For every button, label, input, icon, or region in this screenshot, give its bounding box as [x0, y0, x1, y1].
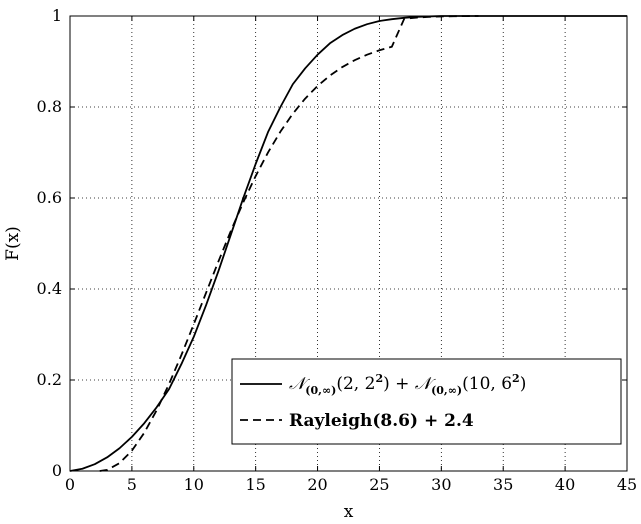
legend-box: [231, 358, 622, 445]
x-axis-label: x: [344, 502, 354, 522]
x-tick-label: 5: [127, 475, 137, 494]
legend-mixture-sub-2: (0,∞): [431, 384, 462, 397]
x-tick-label: 0: [65, 475, 75, 494]
x-tick-label: 20: [307, 475, 327, 494]
series-line-mixture: [69, 15, 627, 472]
y-tick-labels: 0 0.2 0.4 0.6 0.8 1: [37, 6, 62, 480]
x-tick-labels: 0 5 10 15 20 25 30 35 40 45: [65, 475, 637, 494]
series-layer: [69, 15, 627, 472]
y-tick-label: 0.8: [37, 97, 62, 116]
y-axis-label: F(x): [3, 226, 23, 261]
legend-mixture-sub-1: (0,∞): [305, 384, 336, 397]
legend-mixture-sup-1: 2: [375, 372, 383, 385]
legend-mixture-end: ): [520, 374, 527, 394]
x-tick-label: 15: [245, 475, 265, 494]
x-tick-label: 45: [617, 475, 637, 494]
x-tick-label: 30: [431, 475, 451, 494]
y-tick-label: 0: [52, 461, 62, 480]
x-tick-label: 35: [493, 475, 513, 494]
legend-entry-mixture: 𝒩(0,∞)(2, 22) + 𝒩(0,∞)(10, 62): [289, 372, 526, 397]
series-line-rayleigh: [99, 15, 479, 472]
y-tick-label: 1: [52, 6, 62, 25]
y-tick-label: 0.2: [37, 370, 62, 389]
legend-mixture-arg-1: (2, 2: [336, 374, 375, 394]
y-tick-label: 0.6: [37, 188, 62, 207]
x-tick-label: 10: [184, 475, 204, 494]
legend-entry-rayleigh: Rayleigh(8.6) + 2.4: [289, 411, 474, 431]
x-tick-label: 25: [369, 475, 389, 494]
plot-frame: [69, 15, 628, 472]
legend-mixture-mid: ) +: [383, 374, 415, 394]
x-tick-label: 40: [555, 475, 575, 494]
y-tick-label: 0.4: [37, 279, 62, 298]
axis-ticks: [69, 15, 628, 472]
legend-mixture-arg-2: (10, 6: [462, 374, 512, 394]
legend: 𝒩(0,∞)(2, 22) + 𝒩(0,∞)(10, 62) Rayleigh(…: [231, 358, 622, 445]
legend-mixture-sup-2: 2: [512, 372, 520, 385]
